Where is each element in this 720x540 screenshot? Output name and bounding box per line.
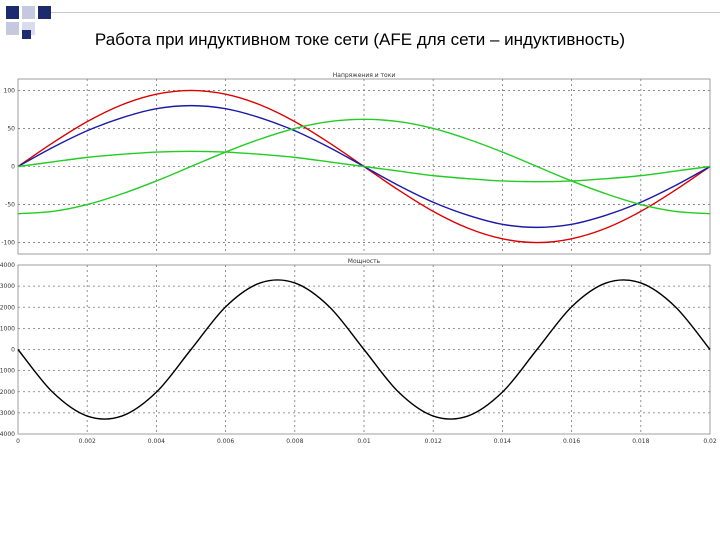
corner-square-dark-3 — [22, 30, 31, 39]
corner-square-light-2 — [6, 22, 19, 35]
x-tick-label: 0.01 — [357, 438, 371, 445]
y-tick-label: 0 — [11, 347, 15, 354]
corner-square-light-1 — [22, 6, 35, 19]
y-tick-label: -3000 — [0, 410, 15, 417]
y-tick-label: 4000 — [0, 262, 15, 269]
x-tick-label: 0.02 — [703, 438, 717, 445]
y-tick-label: -2000 — [0, 389, 15, 396]
y-tick-label: -1000 — [0, 368, 15, 375]
series-line-2-1 — [17, 279, 711, 420]
x-tick-label: 0.018 — [632, 438, 649, 445]
x-tick-label: 0.006 — [217, 438, 234, 445]
corner-square-dark-1 — [6, 6, 19, 19]
x-tick-label: 0 — [16, 438, 20, 445]
slide-title: Работа при индуктивном токе сети (AFE дл… — [94, 30, 626, 49]
y-tick-label: -100 — [1, 240, 15, 247]
corner-square-dark-2 — [38, 6, 51, 19]
x-tick-label: 0.008 — [286, 438, 303, 445]
x-tick-label: 0.012 — [425, 438, 442, 445]
y-tick-label: 50 — [7, 125, 15, 132]
series-line-1-4 — [17, 118, 711, 215]
y-tick-label: 100 — [4, 87, 16, 94]
x-tick-label: 0.016 — [563, 438, 580, 445]
x-tick-label: 0.004 — [148, 438, 165, 445]
y-tick-label: 2000 — [0, 304, 15, 311]
header-rule — [51, 12, 720, 13]
y-tick-label: 0 — [11, 164, 15, 171]
y-tick-label: -50 — [5, 202, 15, 209]
series-line-1-3 — [17, 150, 711, 183]
plot-title-1: Напряжения и токи — [333, 72, 396, 79]
y-tick-label: -4000 — [0, 431, 15, 438]
y-tick-label: 1000 — [0, 325, 15, 332]
x-tick-label: 0.014 — [494, 438, 511, 445]
y-tick-label: 3000 — [0, 283, 15, 290]
plot-title-2: Мощность — [348, 258, 381, 265]
x-tick-label: 0.002 — [79, 438, 96, 445]
